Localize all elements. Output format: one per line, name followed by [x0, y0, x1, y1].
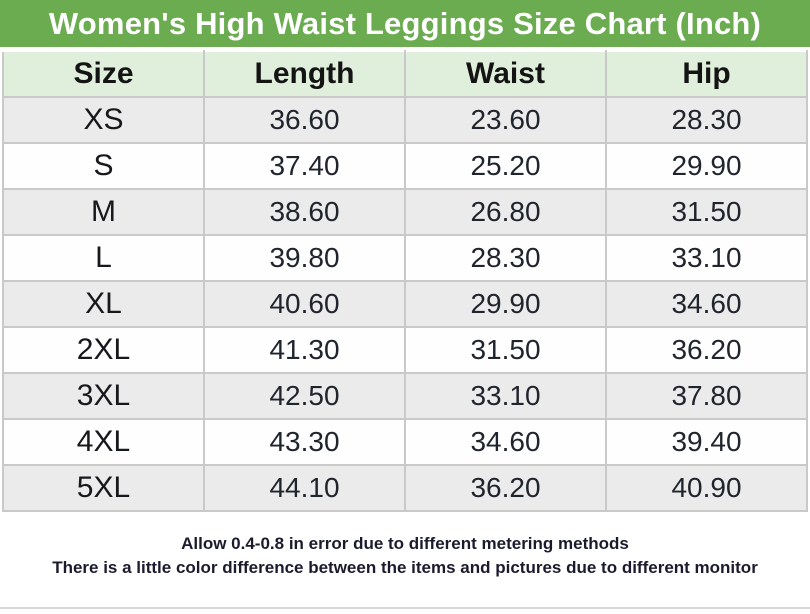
- value-cell: 34.60: [605, 280, 808, 328]
- table-row: 5XL 44.10 36.20 40.90: [2, 464, 808, 512]
- value-cell: 33.10: [605, 234, 808, 282]
- value-cell: 26.80: [404, 188, 607, 236]
- value-cell: 41.30: [203, 326, 406, 374]
- column-header-waist: Waist: [404, 50, 607, 98]
- value-cell: 36.20: [605, 326, 808, 374]
- chart-title-bar: Women's High Waist Leggings Size Chart (…: [0, 0, 810, 47]
- table-row: M 38.60 26.80 31.50: [2, 188, 808, 236]
- size-cell: M: [2, 188, 205, 236]
- table-row: 3XL 42.50 33.10 37.80: [2, 372, 808, 420]
- size-cell: L: [2, 234, 205, 282]
- value-cell: 37.80: [605, 372, 808, 420]
- value-cell: 33.10: [404, 372, 607, 420]
- value-cell: 36.20: [404, 464, 607, 512]
- value-cell: 36.60: [203, 96, 406, 144]
- size-table-body: XS 36.60 23.60 28.30 S 37.40 25.20 29.90 M 38.60 2…: [2, 96, 808, 512]
- value-cell: 44.10: [203, 464, 406, 512]
- table-row: XL 40.60 29.90 34.60: [2, 280, 808, 328]
- footer-note-1: Allow 0.4-0.8 in error due to different …: [181, 533, 629, 553]
- size-cell: S: [2, 142, 205, 190]
- table-row: S 37.40 25.20 29.90: [2, 142, 808, 190]
- value-cell: 31.50: [404, 326, 607, 374]
- value-cell: 38.60: [203, 188, 406, 236]
- table-row: L 39.80 28.30 33.10: [2, 234, 808, 282]
- column-header-length: Length: [203, 50, 406, 98]
- chart-title: Women's High Waist Leggings Size Chart (…: [48, 5, 762, 41]
- table-row: 2XL 41.30 31.50 36.20: [2, 326, 808, 374]
- size-cell: 5XL: [2, 464, 205, 512]
- column-header-size: Size: [2, 50, 205, 98]
- value-cell: 42.50: [203, 372, 406, 420]
- footer-note-2: There is a little color difference betwe…: [52, 557, 758, 577]
- value-cell: 39.40: [605, 418, 808, 466]
- value-cell: 31.50: [605, 188, 808, 236]
- value-cell: 29.90: [404, 280, 607, 328]
- value-cell: 25.20: [404, 142, 607, 190]
- size-table-header: Size Length Waist Hip: [2, 50, 808, 98]
- value-cell: 34.60: [404, 418, 607, 466]
- value-cell: 40.60: [203, 280, 406, 328]
- value-cell: 37.40: [203, 142, 406, 190]
- value-cell: 28.30: [605, 96, 808, 144]
- column-header-hip: Hip: [605, 50, 808, 98]
- value-cell: 28.30: [404, 234, 607, 282]
- value-cell: 43.30: [203, 418, 406, 466]
- table-row: XS 36.60 23.60 28.30: [2, 96, 808, 144]
- value-cell: 39.80: [203, 234, 406, 282]
- value-cell: 40.90: [605, 464, 808, 512]
- table-row: 4XL 43.30 34.60 39.40: [2, 418, 808, 466]
- size-cell: 2XL: [2, 326, 205, 374]
- size-cell: XL: [2, 280, 205, 328]
- size-cell: 3XL: [2, 372, 205, 420]
- bottom-edge-divider: [0, 607, 810, 614]
- header-row: Size Length Waist Hip: [2, 50, 808, 98]
- size-cell: XS: [2, 96, 205, 144]
- size-cell: 4XL: [2, 418, 205, 466]
- value-cell: 23.60: [404, 96, 607, 144]
- value-cell: 29.90: [605, 142, 808, 190]
- footer-notes: Allow 0.4-0.8 in error due to different …: [0, 512, 810, 588]
- size-table: Size Length Waist Hip XS 36.60 23.60 28.30 S…: [2, 50, 808, 512]
